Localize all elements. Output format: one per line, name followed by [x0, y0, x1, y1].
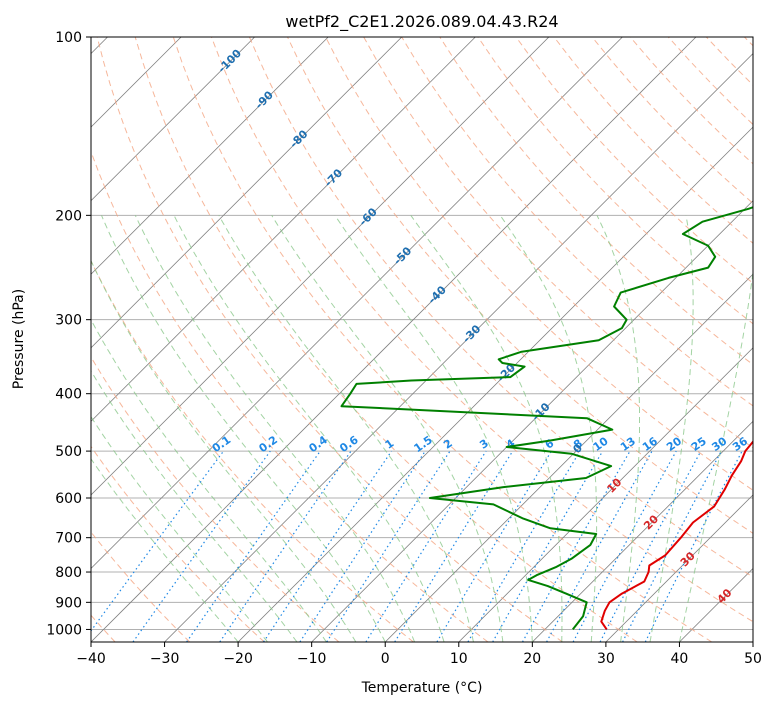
temperature-profile-line [600, 440, 753, 630]
y-tick-label: 900 [55, 595, 82, 611]
x-axis-title: Temperature (°C) [361, 680, 483, 696]
dry-adiabat-line [248, 37, 753, 578]
isotherm-line [91, 37, 476, 422]
plot-border [90, 36, 754, 643]
x-tick-label: 30 [597, 651, 615, 667]
x-tick-label: 10 [450, 651, 468, 667]
x-tick-label: 0 [381, 651, 390, 667]
y-axis-title: Pressure (hPa) [11, 289, 27, 389]
moist-adiabat-line [91, 415, 268, 642]
dewpoint-profile-line [340, 206, 753, 631]
y-tick-label: 1000 [46, 622, 82, 638]
isotherm-line [91, 37, 329, 275]
mixing-ratio-line [326, 450, 451, 642]
isotherm-line [91, 37, 255, 202]
y-tick-label: 100 [55, 30, 82, 46]
mixing-ratio-line [132, 450, 271, 642]
moist-adiabat-line [134, 215, 416, 642]
moist-adiabat-line [101, 215, 386, 642]
y-tick-label: 700 [55, 531, 82, 547]
moist-adiabat-line [410, 215, 563, 642]
isotherm-line [237, 126, 753, 642]
grid-layer: 0.1 0.2 0.4 0.6 1 1.5 2 3 4 6 8 10 13 16 20 25 30 36-100-… [91, 37, 753, 642]
x-tick-label: 20 [523, 651, 541, 667]
mixing-ratio-line [572, 450, 677, 642]
axes: −40 −30 −20 −10 0 10 20 30 40 50 100 200 300 400 500 60… [46, 30, 762, 667]
moist-adiabat-line [91, 369, 298, 642]
moist-adiabat-line [271, 215, 504, 642]
isotherm-line [91, 37, 403, 349]
plot-frame [90, 36, 754, 643]
y-tick-label: 200 [55, 208, 82, 224]
moist-adiabat-line [499, 215, 598, 642]
moist-adiabat-line [91, 318, 327, 642]
plot-background [91, 37, 753, 642]
dry-adiabat-line [515, 37, 753, 284]
isotherm-line [384, 273, 753, 642]
x-tick-label: 40 [670, 651, 688, 667]
moist-adiabat-line [218, 215, 474, 642]
dry-adiabat-line [96, 37, 563, 642]
dry-adiabat-line [325, 37, 753, 491]
isotherm-line [752, 641, 753, 642]
isotherm-line [164, 52, 753, 642]
moist-adiabat-line [334, 215, 533, 642]
isotherm-line [91, 37, 697, 642]
moist-adiabat-line [91, 259, 357, 642]
moist-adiabat-line [649, 215, 694, 642]
x-tick-label: 50 [744, 651, 762, 667]
chart-title: wetPf2_C2E1.2026.089.04.43.R24 [285, 12, 558, 32]
y-tick-label: 800 [55, 565, 82, 581]
mixing-ratio-line [299, 450, 426, 642]
mixing-ratio-line [219, 450, 352, 642]
isotherm-line [458, 347, 753, 642]
mixing-ratio-line [436, 450, 553, 642]
y-tick-label: 300 [55, 313, 82, 329]
mixing-ratio-line [394, 450, 514, 642]
dry-adiabat-line [210, 37, 753, 623]
mixing-ratio-line [599, 450, 702, 642]
isotherm-line [91, 37, 623, 570]
y-tick-label: 500 [55, 444, 82, 460]
isotherm-line [605, 494, 753, 642]
y-tick-label: 400 [55, 387, 82, 403]
dry-adiabat-line [91, 445, 265, 642]
moist-adiabat-line [678, 268, 753, 642]
dry-adiabat-line [134, 37, 638, 642]
mixing-ratio-line [365, 450, 487, 642]
moist-adiabat-line [596, 215, 640, 642]
moist-adiabat-line [91, 458, 239, 642]
plot-area [91, 37, 753, 642]
mixing-ratio-line [467, 450, 581, 642]
x-tick-label: −30 [150, 651, 180, 667]
x-tick-label: −10 [297, 651, 327, 667]
moist-adiabat-line [173, 215, 445, 642]
x-tick-label: −20 [223, 651, 253, 667]
isotherm-line [91, 37, 550, 496]
dry-adiabat-line [287, 37, 753, 534]
isotherm-line [532, 420, 753, 642]
mixing-ratio-line [262, 450, 392, 642]
x-tick-label: −40 [76, 651, 106, 667]
y-tick-label: 600 [55, 491, 82, 507]
series-layer [340, 206, 753, 631]
mixing-ratio-line [186, 450, 321, 642]
